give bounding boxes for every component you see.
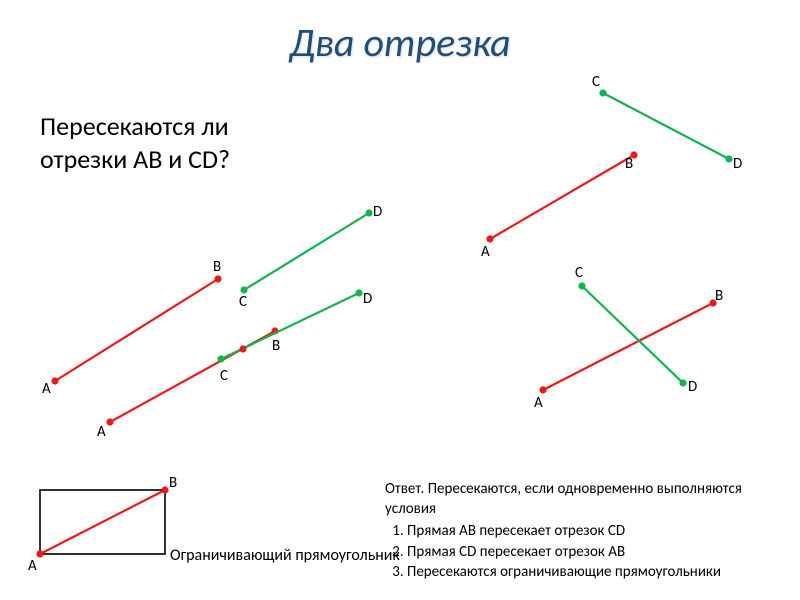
point-label: D	[373, 203, 382, 221]
point-label: A	[534, 394, 543, 412]
point-label: B	[272, 337, 280, 355]
point-label: A	[28, 557, 37, 575]
question-text: Пересекаются ли отрезки AB и CD?	[40, 110, 270, 175]
point-label: D	[688, 378, 697, 396]
point-label: D	[733, 155, 742, 173]
slide-title: Два отрезка	[289, 18, 510, 67]
point-label: B	[169, 474, 177, 492]
point-label: B	[213, 258, 221, 276]
answer-item: Прямая AB пересекает отрезок CD	[407, 521, 785, 541]
point-label: B	[625, 155, 633, 173]
point-label: C	[592, 73, 600, 91]
point-label: C	[239, 293, 247, 311]
point-label: A	[97, 423, 106, 441]
point-label: C	[220, 367, 228, 385]
answer-list: Прямая AB пересекает отрезок CDПрямая CD…	[407, 521, 785, 582]
answer-lead: Ответ. Пересекаются, если одновременно в…	[385, 479, 785, 520]
point-label: C	[575, 264, 583, 282]
point-label: A	[481, 243, 490, 261]
answer-item: Пересекаются ограничивающие прямоугольни…	[407, 562, 785, 582]
answer-block: Ответ. Пересекаются, если одновременно в…	[385, 479, 785, 582]
bounding-box-label: Ограничивающий прямоугольник	[170, 546, 400, 566]
point-label: D	[363, 290, 372, 308]
point-label: B	[715, 287, 723, 305]
point-label: A	[42, 380, 51, 398]
answer-item: Прямая CD пересекает отрезок AB	[407, 542, 785, 562]
